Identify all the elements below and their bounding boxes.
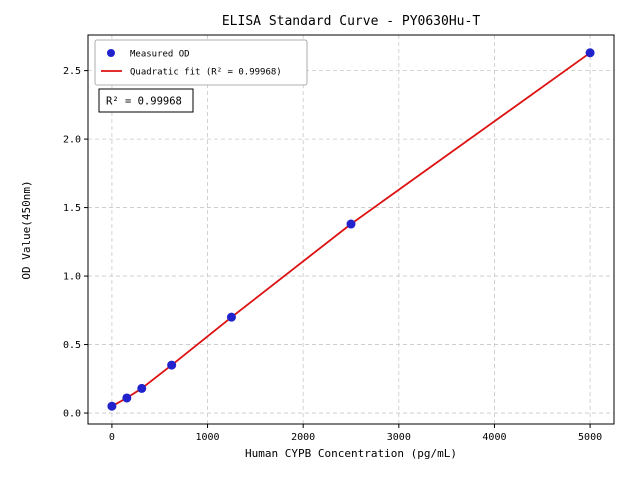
y-tick-label: 0.0 xyxy=(63,409,81,420)
x-tick-label: 1000 xyxy=(195,432,219,443)
data-point xyxy=(226,312,236,322)
chart-title: ELISA Standard Curve - PY0630Hu-T xyxy=(222,14,480,29)
annotation-text: R² = 0.99968 xyxy=(106,96,182,108)
x-tick-label: 4000 xyxy=(482,432,506,443)
y-tick-label: 1.5 xyxy=(63,203,81,214)
legend-box xyxy=(94,39,308,86)
x-axis-label: Human CYPB Concentration (pg/mL) xyxy=(245,447,457,460)
x-tick-label: 5000 xyxy=(578,432,602,443)
y-tick-label: 1.0 xyxy=(63,272,81,283)
data-point xyxy=(137,383,147,393)
data-point xyxy=(122,393,132,403)
data-point xyxy=(585,48,595,58)
y-tick-label: 2.0 xyxy=(63,135,81,146)
data-point xyxy=(107,401,117,411)
data-point xyxy=(167,360,177,370)
r-squared-annotation: R² = 0.99968 xyxy=(98,88,194,113)
y-tick-label: 0.5 xyxy=(63,340,81,351)
legend-label-fit: Quadratic fit (R² = 0.99968) xyxy=(130,68,282,78)
y-axis-label: OD Value(450nm) xyxy=(20,180,33,279)
legend-label-measured: Measured OD xyxy=(130,50,190,60)
y-tick-label: 2.5 xyxy=(63,66,81,77)
legend-marker-measured xyxy=(107,49,115,57)
x-tick-label: 3000 xyxy=(387,432,411,443)
chart-dynamic-layer: 0 1000 2000 3000 4000 5000 0.0 0.5 1.0 1.5 2.0 2.5 M… xyxy=(63,34,615,443)
x-tick-label: 0 xyxy=(109,432,115,443)
x-tick-label: 2000 xyxy=(291,432,315,443)
plot-frame xyxy=(87,34,615,425)
annotation-box xyxy=(98,88,194,113)
data-point xyxy=(346,219,356,229)
